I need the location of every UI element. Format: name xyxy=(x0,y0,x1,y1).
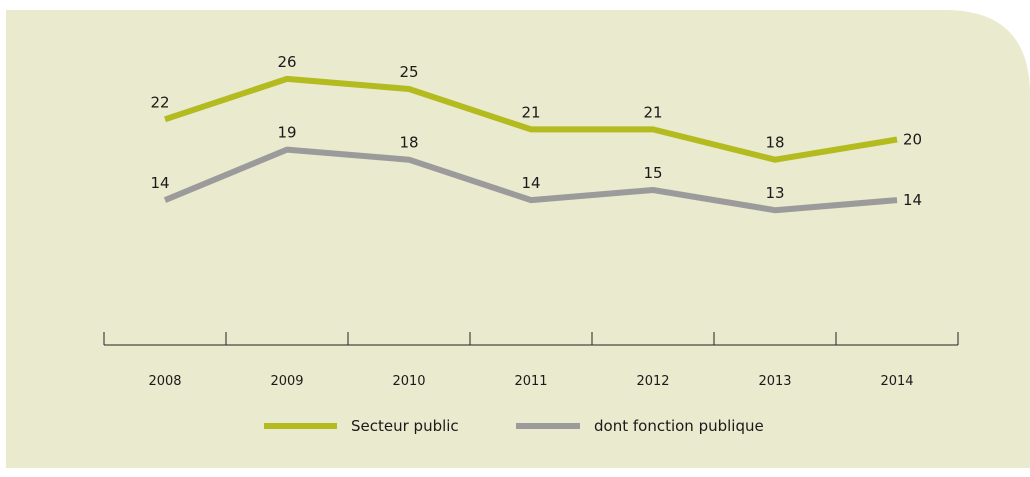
x-axis-tick-labels: 2008 2009 2010 2011 2012 2013 2014 xyxy=(148,374,913,389)
x-tick-label: 2013 xyxy=(758,374,791,389)
legend-label: Secteur public xyxy=(351,417,459,435)
data-label: 14 xyxy=(521,174,540,192)
series-line-fonction-publique xyxy=(163,146,898,214)
data-label: 22 xyxy=(150,93,169,111)
x-tick-label: 2010 xyxy=(392,374,425,389)
data-label: 18 xyxy=(765,134,784,152)
x-axis-ticks xyxy=(103,332,959,345)
data-labels: 22 26 25 21 21 18 20 14 19 18 14 15 13 14 xyxy=(150,53,922,209)
data-label: 19 xyxy=(277,124,296,142)
data-label: 25 xyxy=(399,63,418,81)
data-label: 14 xyxy=(903,191,922,209)
data-label: 21 xyxy=(521,103,540,121)
data-label: 18 xyxy=(399,134,418,152)
data-label: 15 xyxy=(643,164,662,182)
legend: Secteur public dont fonction publique xyxy=(264,417,764,435)
x-tick-label: 2011 xyxy=(514,374,547,389)
series-lines xyxy=(163,75,898,214)
x-tick-label: 2014 xyxy=(880,374,913,389)
x-tick-label: 2012 xyxy=(636,374,669,389)
series-line-secteur-public xyxy=(164,75,898,163)
x-tick-label: 2009 xyxy=(270,374,303,389)
chart-background xyxy=(6,10,1030,468)
data-label: 21 xyxy=(643,103,662,121)
x-tick-label: 2008 xyxy=(148,374,181,389)
legend-label: dont fonction publique xyxy=(594,417,764,435)
data-label: 20 xyxy=(903,131,922,149)
data-label: 14 xyxy=(150,174,169,192)
data-label: 26 xyxy=(277,53,296,71)
data-label: 13 xyxy=(765,184,784,202)
